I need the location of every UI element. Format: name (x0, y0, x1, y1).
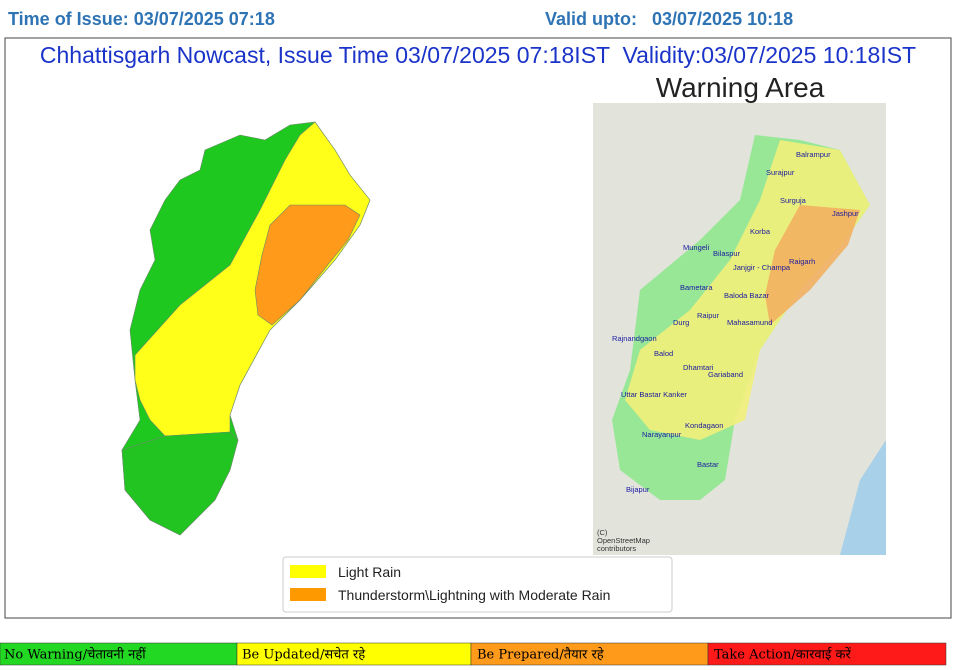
legend: Light Rain Thunderstorm\Lightning with M… (282, 556, 673, 613)
district-label: Mahasamund (727, 318, 772, 327)
district-label: Balrampur (796, 150, 831, 159)
attribution: OpenStreetMap (597, 536, 650, 545)
district-label: Bijapur (626, 485, 650, 494)
district-label: Surajpur (766, 168, 795, 177)
district-label: Uttar Bastar Kanker (621, 390, 687, 399)
warning-scale: No Warning/चेतावनी नहीं Be Updated/सचेत … (0, 642, 947, 666)
district-label: Raipur (697, 311, 720, 320)
district-label: Jashpur (832, 209, 859, 218)
legend-label: Light Rain (338, 564, 401, 580)
district-label: Baloda Bazar (724, 291, 770, 300)
district-label: Korba (750, 227, 771, 236)
legend-swatch (290, 565, 326, 578)
attribution: (C) (597, 528, 608, 537)
title: Chhattisgarh Nowcast, Issue Time 03/07/2… (40, 42, 916, 68)
legend-swatch (290, 588, 326, 601)
scale-label: Be Updated/सचेत रहे (242, 647, 366, 663)
scale-label: No Warning/चेतावनी नहीं (4, 647, 146, 663)
district-label: Bametara (680, 283, 713, 292)
district-label: Balod (654, 349, 673, 358)
frame (4, 37, 952, 619)
warning-map (593, 103, 886, 555)
district-label: Kondagaon (685, 421, 723, 430)
district-label: Dhamtari (683, 363, 714, 372)
district-labels: Balrampur Surajpur Surguja Jashpur Korba… (597, 150, 859, 553)
district-label: Durg (673, 318, 689, 327)
district-label: Bastar (697, 460, 719, 469)
district-label: Mungeli (683, 243, 710, 252)
district-label: Bilaspur (713, 249, 741, 258)
state-map (121, 121, 371, 536)
legend-label: Thunderstorm\Lightning with Moderate Rai… (338, 587, 610, 603)
attribution: contributors (597, 544, 636, 553)
warning-area-title: Warning Area (656, 72, 825, 103)
scale-label: Take Action/कारवाई करें (714, 647, 852, 663)
district-label: Rajnandgaon (612, 334, 657, 343)
district-label: Gariaband (708, 370, 743, 379)
district-label: Raigarh (789, 257, 815, 266)
valid-upto: Valid upto: 03/07/2025 10:18 (545, 9, 793, 29)
scale-label: Be Prepared/तैयार रहे (477, 647, 605, 663)
district-label: Surguja (780, 196, 807, 205)
district-label: Janjgir - Champa (733, 263, 791, 272)
district-label: Narayanpur (642, 430, 682, 439)
issue-time: Time of Issue: 03/07/2025 07:18 (8, 9, 275, 29)
